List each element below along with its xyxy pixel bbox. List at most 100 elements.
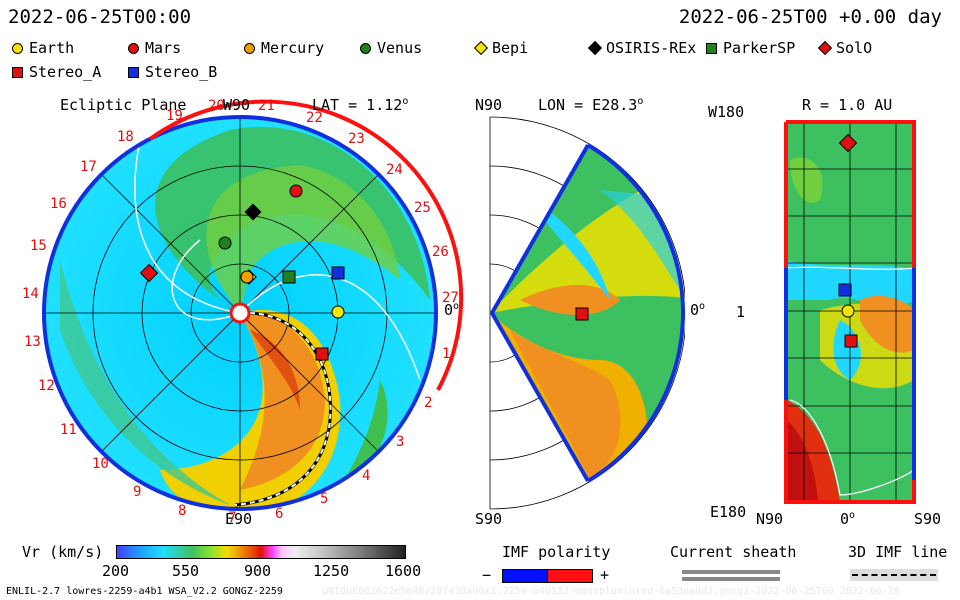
rmap-top-left-label: W180	[708, 103, 745, 121]
svg-text:9: 9	[133, 484, 141, 500]
current-sheath-swatch	[682, 570, 780, 574]
svg-text:24: 24	[386, 162, 403, 178]
svg-text:27: 27	[442, 290, 459, 306]
imf-negative-swatch	[502, 569, 548, 583]
current-sheath-swatch-2	[682, 577, 780, 581]
stereo-b-map-marker	[838, 283, 852, 297]
svg-text:18: 18	[117, 129, 134, 145]
rmap-bottom-left-label: E180	[710, 503, 747, 521]
svg-text:16: 16	[50, 196, 67, 212]
solo-map-marker	[838, 133, 858, 153]
svg-text:1: 1	[442, 346, 450, 362]
earth-marker	[331, 305, 345, 319]
rmap-mid-left-label: 1	[736, 303, 746, 321]
meridional-lon: LON = E28.3o	[538, 96, 644, 114]
rmap-title: R = 1.0 AU	[802, 96, 893, 114]
imf-minus-sign: −	[482, 566, 492, 584]
stereo-b-marker	[331, 266, 345, 280]
svg-text:7: 7	[228, 510, 236, 526]
solo-marker-icon	[817, 40, 833, 56]
colorbar-tick-1250: 1250	[313, 562, 350, 580]
parkersp-marker-icon	[706, 42, 717, 54]
ecliptic-lat: LAT = 1.12o	[312, 96, 409, 114]
earth-marker-icon	[12, 42, 23, 54]
venus-marker	[218, 236, 232, 250]
imf-3d-line-label: 3D IMF line	[848, 543, 948, 561]
mercury-marker-icon	[244, 42, 255, 54]
svg-text:11: 11	[60, 422, 77, 438]
imf-polarity-label: IMF polarity	[502, 543, 611, 561]
stereo-a-marker	[315, 347, 329, 361]
osiris-rex-marker-icon	[587, 40, 603, 56]
svg-text:25: 25	[414, 200, 431, 216]
colorbar-tick-550: 550	[172, 562, 200, 580]
footer-run-info: ENLIL-2.7 lowres-2259-a4b1 WSA_V2.2 GONG…	[6, 586, 283, 597]
current-sheath-label: Current sheath	[670, 543, 797, 561]
svg-text:10: 10	[92, 456, 109, 472]
rmap-x-left-label: N90	[756, 510, 784, 528]
osiris-rex-marker	[244, 203, 262, 221]
colorbar-label: Vr (km/s)	[22, 543, 104, 561]
stereo-a-meridional-marker	[575, 307, 589, 321]
venus-marker-icon	[360, 42, 371, 54]
imf-positive-swatch	[547, 569, 593, 583]
datetime-right: 2022-06-25T00 +0.00 day	[678, 6, 942, 28]
rmap-x-mid-label: 0o	[840, 510, 856, 528]
legend-solo: SolO	[817, 39, 872, 57]
mercury-marker	[240, 270, 254, 284]
legend-parkersp: ParkerSP	[706, 39, 795, 57]
svg-text:2: 2	[424, 395, 432, 411]
ecliptic-bottom-label: E90	[225, 510, 253, 528]
svg-text:14: 14	[22, 286, 39, 302]
mars-marker	[289, 184, 303, 198]
parkersp-marker	[282, 270, 296, 284]
ecliptic-top-label: W90	[223, 96, 251, 114]
ecliptic-plane-title: Ecliptic Plane	[60, 96, 187, 114]
legend-mars: Mars	[128, 39, 181, 57]
mars-marker-icon	[128, 42, 139, 54]
legend-osiris-rex: OSIRIS-REx	[587, 39, 696, 57]
meridional-top-label: N90	[475, 96, 503, 114]
meridional-plot	[489, 116, 685, 510]
stereo-a-map-marker	[844, 334, 858, 348]
legend-bepi: Bepi	[473, 39, 528, 57]
svg-text:17: 17	[80, 159, 97, 175]
rmap-x-right-label: S90	[914, 510, 942, 528]
svg-text:23: 23	[348, 131, 365, 147]
svg-text:13: 13	[24, 334, 41, 350]
datetime-left: 2022-06-25T00:00	[8, 6, 192, 28]
legend-stereo-b: Stereo_B	[128, 63, 217, 81]
legend-mercury: Mercury	[244, 39, 324, 57]
bepi-marker-icon	[473, 40, 489, 56]
svg-text:20: 20	[208, 98, 225, 114]
ecliptic-right-label: 0o	[444, 301, 460, 319]
velocity-colorbar	[116, 545, 406, 559]
svg-text:8: 8	[178, 503, 186, 519]
imf-3d-line-swatch	[850, 569, 938, 581]
stereo-a-marker-icon	[12, 66, 23, 78]
legend-earth: Earth	[12, 39, 74, 57]
meridional-bottom-label: S90	[475, 510, 503, 528]
svg-text:22: 22	[306, 110, 323, 126]
svg-text:3: 3	[396, 434, 404, 450]
footer-file-info: UNIQUE062622e5e48/28f430x90x1.2259-a4b13…	[322, 586, 900, 597]
svg-text:15: 15	[30, 238, 47, 254]
svg-text:12: 12	[38, 378, 55, 394]
svg-text:4: 4	[362, 468, 370, 484]
svg-text:6: 6	[275, 506, 283, 522]
colorbar-tick-900: 900	[244, 562, 272, 580]
colorbar-tick-1600: 1600	[385, 562, 422, 580]
svg-text:21: 21	[258, 98, 275, 114]
svg-text:19: 19	[166, 108, 183, 124]
svg-text:5: 5	[320, 491, 328, 507]
legend-venus: Venus	[360, 39, 422, 57]
svg-text:26: 26	[432, 244, 449, 260]
imf-plus-sign: +	[600, 566, 610, 584]
legend-stereo-a: Stereo_A	[12, 63, 101, 81]
hour-labels: 19 20 21 22 23 24 25 26 27 1 2 3 4 5 6 7…	[22, 98, 459, 526]
colorbar-tick-200: 200	[102, 562, 130, 580]
stereo-b-marker-icon	[128, 66, 139, 78]
ecliptic-plane-plot: 19 20 21 22 23 24 25 26 27 1 2 3 4 5 6 7…	[22, 98, 464, 526]
radius-map-plot	[784, 120, 916, 504]
earth-map-marker	[841, 304, 855, 318]
